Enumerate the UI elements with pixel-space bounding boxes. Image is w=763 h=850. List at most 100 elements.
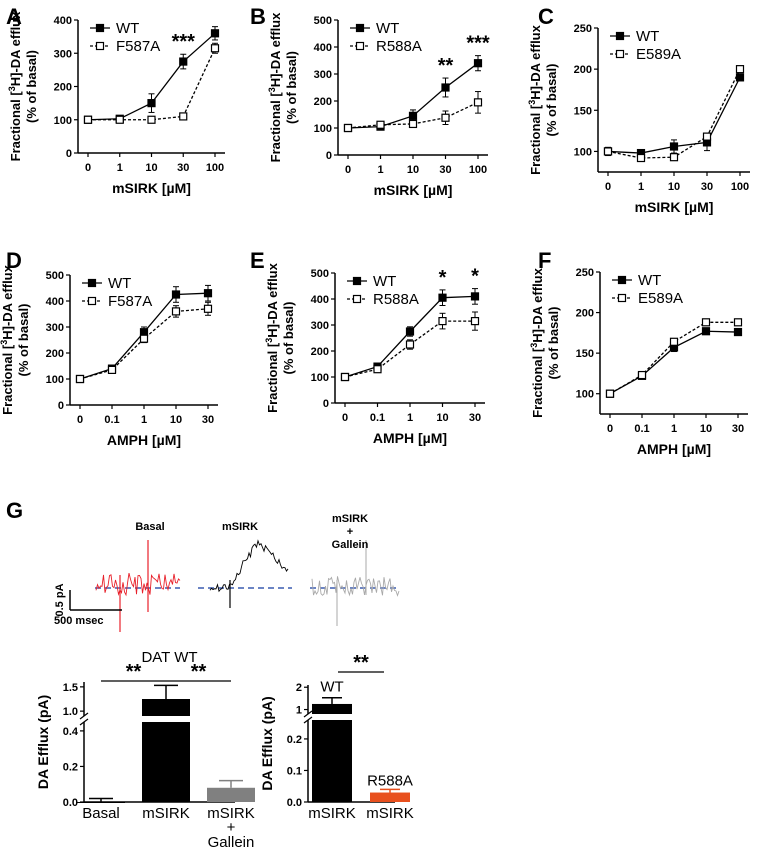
y-tick-label: 0.2 <box>63 761 78 773</box>
y-tick-label: 200 <box>576 308 594 320</box>
series-line-WT <box>344 295 476 378</box>
data-point-F587A <box>83 115 93 124</box>
x-tick-label: 100 <box>731 181 749 193</box>
axis-break <box>303 710 313 718</box>
significance-marker: *** <box>172 31 196 53</box>
y-tick-label: 250 <box>574 23 592 35</box>
x-axis-label: AMPH [µM] <box>107 432 181 448</box>
y-axis-label: Fractional [3H]-DA efflux(% of basal) <box>527 24 559 174</box>
x-tick-label: 30 <box>202 414 214 426</box>
data-point-R588A <box>376 120 385 129</box>
x-tick-label: 1 <box>141 414 147 426</box>
gallein-trace <box>311 576 400 597</box>
y-tick-label: 400 <box>311 294 329 306</box>
x-tick-label: 30 <box>732 423 744 435</box>
x-tick-label: 30 <box>701 181 713 193</box>
significance-marker: *** <box>466 33 490 55</box>
significance-marker: ** <box>438 55 454 77</box>
legend-entry-WT: WT <box>376 20 399 37</box>
y-axis-label-line1: Fractional [3H]-DA efflux <box>0 264 15 414</box>
y-axis-label-line1: Fractional [3H]-DA efflux <box>527 24 543 174</box>
legend-marker <box>617 275 627 285</box>
data-point-WT <box>669 142 679 151</box>
y-tick-label: 200 <box>314 96 332 108</box>
trace-label-gallein: Gallein <box>332 539 369 551</box>
legend-entry-E589A: E589A <box>636 46 681 63</box>
y-tick-label: 0.1 <box>287 765 302 777</box>
series-line-R588A <box>344 320 475 378</box>
significance-marker: ** <box>191 661 207 683</box>
x-tick-label: 0.1 <box>634 423 649 435</box>
data-point-WT <box>473 59 483 68</box>
x-tick-label: 10 <box>700 423 712 435</box>
data-point-WT <box>441 83 450 92</box>
x-axis-label: AMPH [µM] <box>373 430 447 446</box>
chart-panel-C: 100 150 200 250 0 1 10 30 100 mSIRK [µM] Fractiona… <box>527 23 750 215</box>
y-tick-label: 1 <box>296 705 302 717</box>
y-tick-label: 250 <box>576 267 594 279</box>
series-line-F587A <box>88 47 216 121</box>
data-point-E589A <box>702 132 712 141</box>
data-point-WT <box>171 290 181 299</box>
y-tick-label: 200 <box>54 82 72 94</box>
data-point-WT <box>210 29 220 38</box>
data-point-F587A <box>107 365 117 374</box>
panel-letter-C: C <box>538 4 554 29</box>
data-point-WT <box>470 292 480 301</box>
y-axis-label: Fractional [3H]-DA efflux(% of basal) <box>7 11 39 161</box>
data-point-F587A <box>139 334 149 343</box>
legend-marker <box>615 49 625 59</box>
data-point-WT <box>405 327 415 336</box>
y-tick-label: 400 <box>46 296 64 308</box>
y-tick-label: 500 <box>311 268 329 280</box>
x-tick-label: Basal <box>82 805 120 822</box>
y-tick-label: 150 <box>574 105 592 117</box>
bar-label: WT <box>320 679 343 696</box>
y-tick-label: 150 <box>576 348 594 360</box>
data-point-R588A <box>438 317 447 326</box>
data-point-WT <box>438 293 447 302</box>
chart-panel-D: 0 100 200 300 400 500 0 0.1 1 10 30 AMPH [µM] Fracti… <box>0 264 218 448</box>
significance-marker: * <box>471 266 479 288</box>
x-tick-label: 0 <box>607 423 613 435</box>
x-axis-label: mSIRK [µM] <box>374 182 453 198</box>
x-tick-label: 0 <box>342 412 348 424</box>
y-tick-label: 500 <box>46 270 64 282</box>
data-point-WT <box>408 111 418 120</box>
x-axis-label: mSIRK [µM] <box>635 199 714 215</box>
significance-marker: * <box>439 267 447 289</box>
y-tick-label: 300 <box>54 48 72 60</box>
y-tick-label: 300 <box>46 322 64 334</box>
legend-entry-WT: WT <box>108 275 131 292</box>
y-tick-label: 200 <box>574 64 592 76</box>
x-tick-label: 10 <box>436 412 448 424</box>
data-point-E589A <box>733 318 743 327</box>
series-line-F587A <box>79 308 209 380</box>
y-tick-label: 400 <box>314 42 332 54</box>
y-axis-label: DA Efflux (pA) <box>35 695 51 789</box>
x-tick-label: 1 <box>407 412 413 424</box>
panel-letter-E: E <box>250 248 265 273</box>
legend-marker <box>87 278 97 288</box>
trace-label-msirk: mSIRK <box>222 521 258 533</box>
x-tick-label: 30 <box>177 162 189 174</box>
data-point-E589A <box>637 370 647 380</box>
chart-panel-F: 100 150 200 250 0 0.1 1 10 30 AMPH [µM] Fractional… <box>529 267 748 457</box>
x-tick-label: 100 <box>469 164 487 176</box>
y-axis-label-line1: Fractional [3H]-DA efflux <box>264 262 280 412</box>
y-axis-label: DA Efflux (pA) <box>259 696 275 790</box>
data-point-F587A <box>171 307 181 316</box>
x-tick-label: mSIRK <box>207 805 255 822</box>
data-point-E589A <box>605 389 615 398</box>
y-axis-label-line2: (% of basal) <box>284 51 299 124</box>
chart-title: DAT WT <box>141 649 197 666</box>
x-tick-label: 30 <box>439 164 451 176</box>
y-tick-label: 0.4 <box>63 726 79 738</box>
y-tick-label: 500 <box>314 15 332 27</box>
y-axis-label-line1: Fractional [3H]-DA efflux <box>267 12 283 162</box>
chart-panel-E: 0 100 200 300 400 500 0 0.1 1 10 30 AMPH [µM] Fracti… <box>264 262 485 446</box>
x-tick-label: mSIRK <box>142 805 190 822</box>
x-tick-label: 0 <box>77 414 83 426</box>
y-axis-label-line2: (% of basal) <box>16 304 31 377</box>
y-tick-label: 200 <box>46 348 64 360</box>
